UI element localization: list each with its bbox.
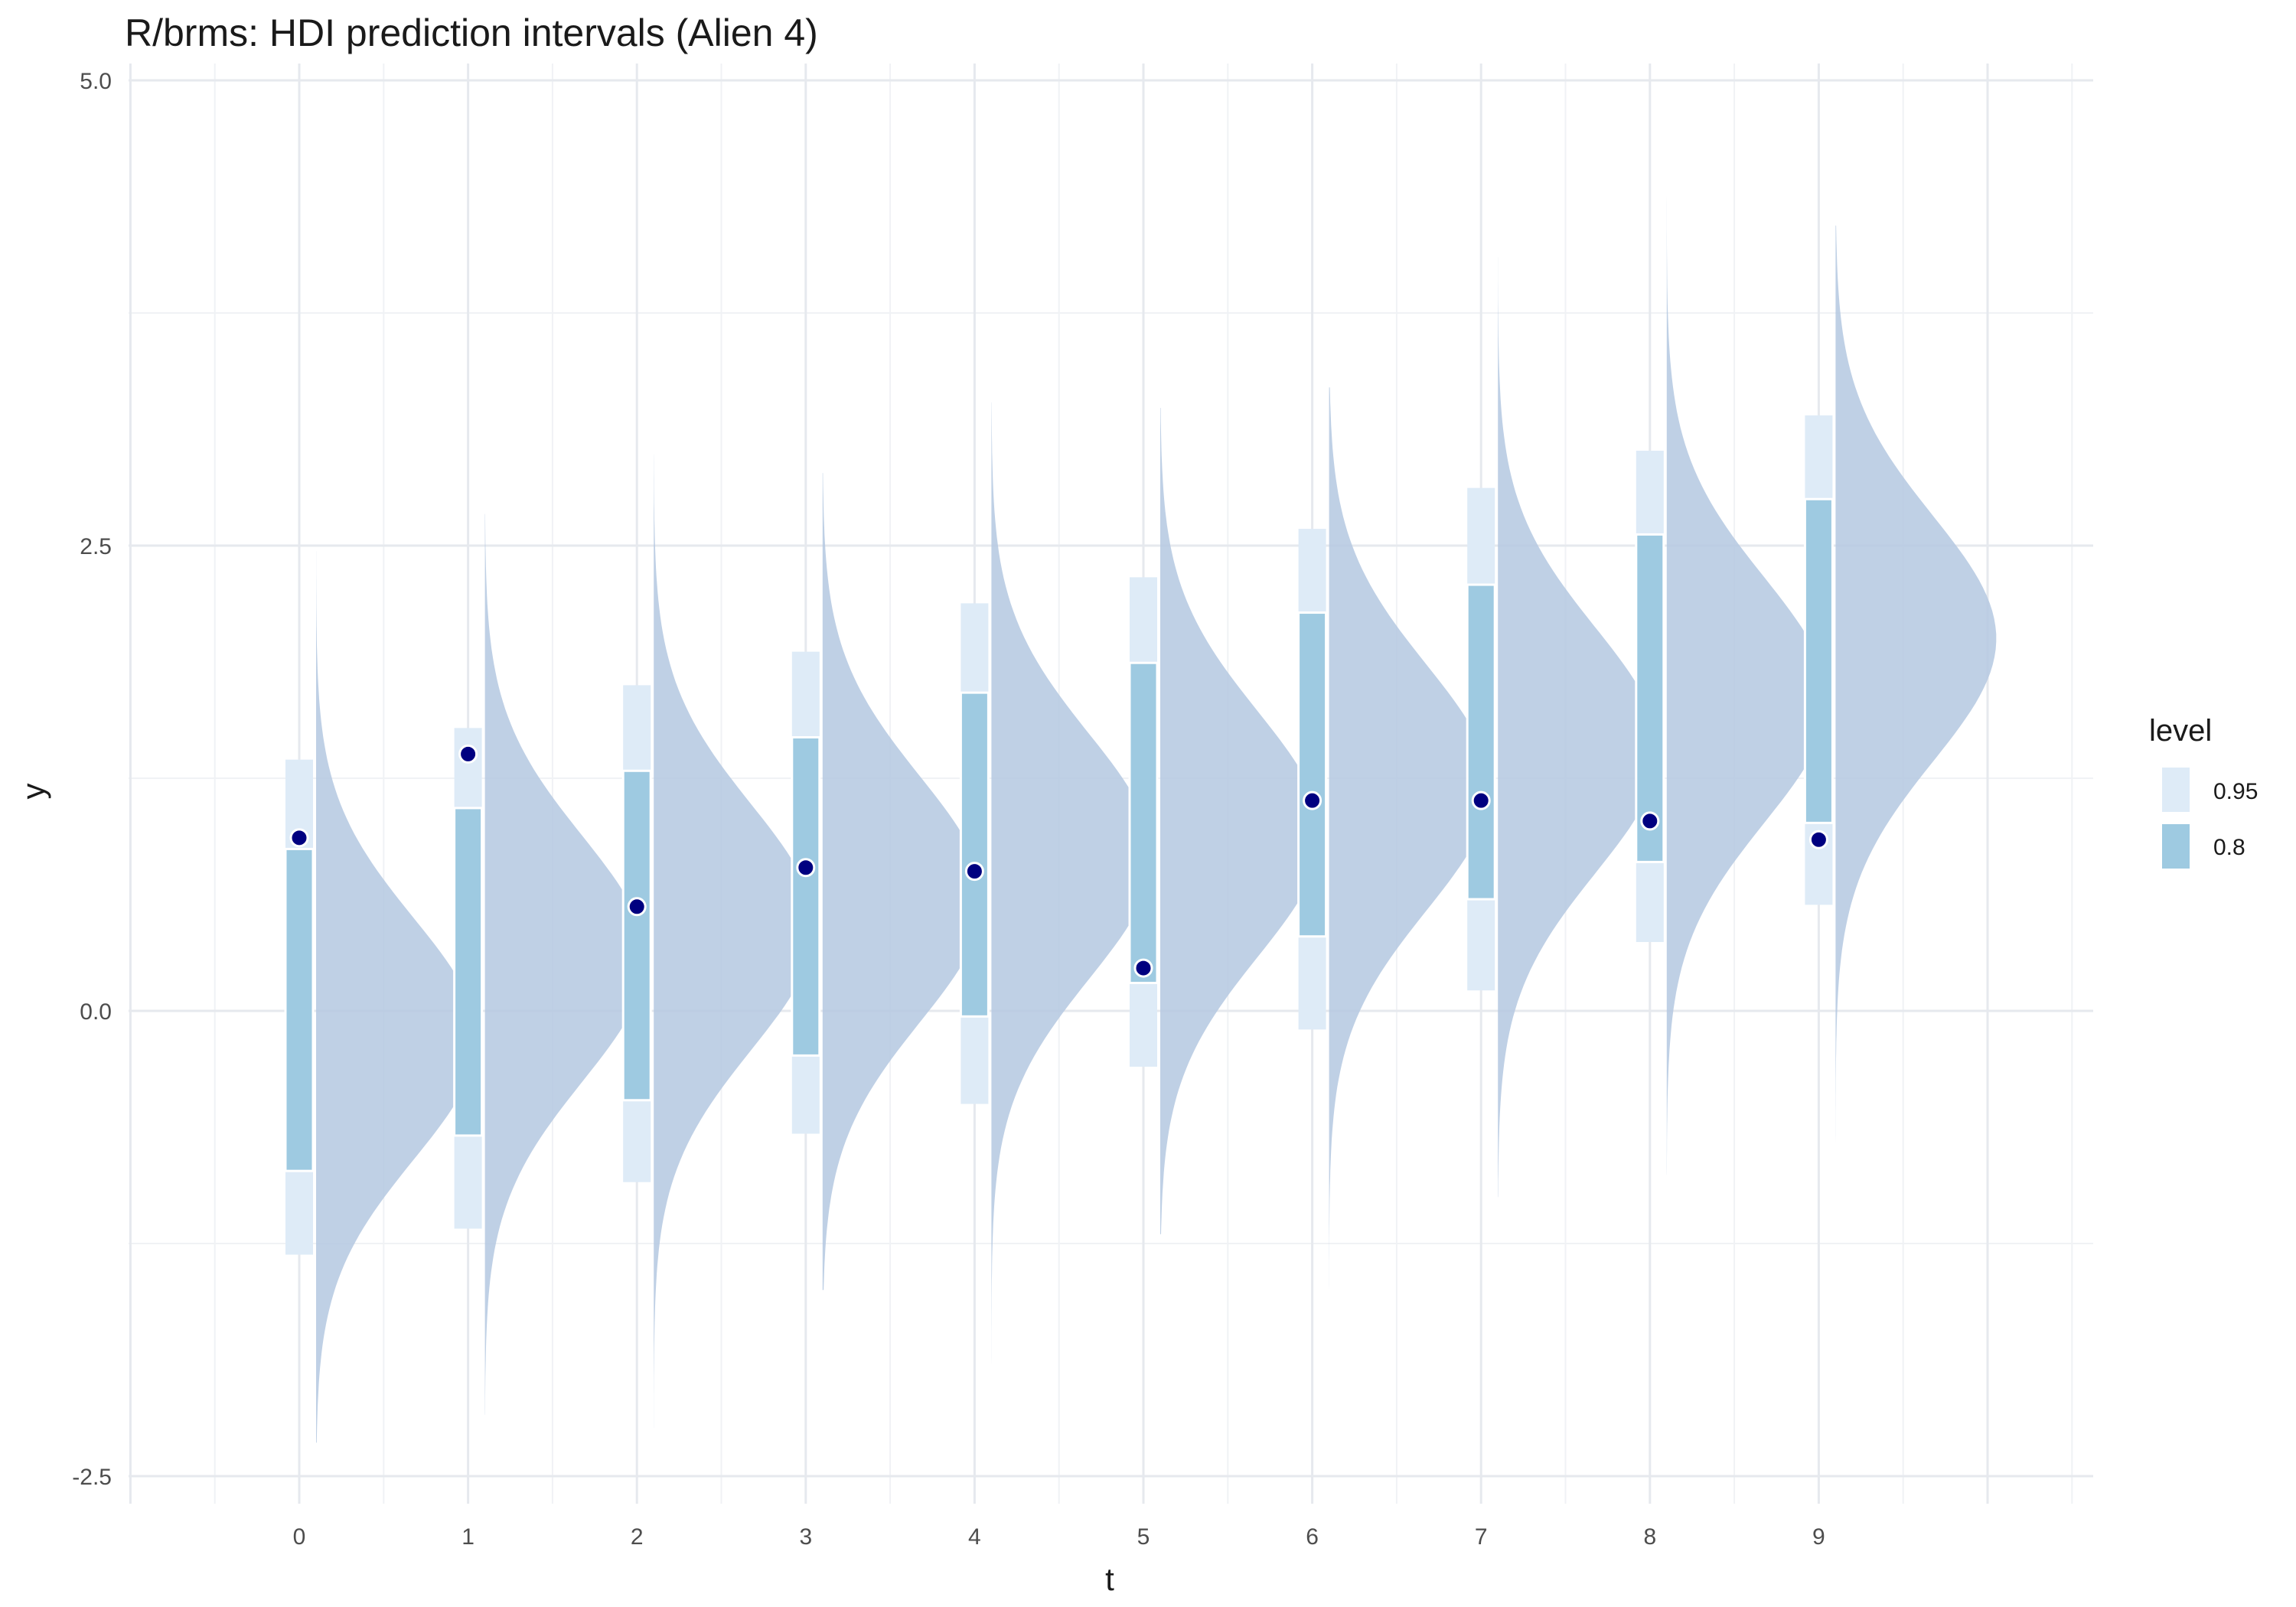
density-layer	[316, 178, 1997, 1443]
observed-point-t2	[627, 897, 647, 917]
interval-80-t9	[1803, 497, 1834, 824]
legend-label-0.95: 0.95	[2213, 779, 2258, 804]
chart-title: R/brms: HDI prediction intervals (Alien …	[125, 11, 818, 54]
point-layer	[289, 744, 1828, 978]
observed-point-t0	[289, 828, 309, 848]
x-tick-label: 8	[1643, 1524, 1656, 1550]
legend-key-0.95	[2162, 768, 2190, 812]
density-t7	[1498, 257, 1659, 1198]
interval-80-t8	[1635, 533, 1665, 863]
x-tick-label: 9	[1812, 1524, 1825, 1550]
observed-point-t9	[1808, 830, 1828, 849]
density-t4	[991, 402, 1153, 1408]
x-axis-title: t	[1105, 1561, 1114, 1597]
observed-point-t5	[1133, 958, 1153, 978]
observed-point-t4	[964, 862, 984, 882]
x-tick-label: 5	[1137, 1524, 1150, 1550]
y-tick-label: 0.0	[80, 999, 112, 1025]
interval-80-t1	[453, 807, 484, 1137]
observed-point-t6	[1303, 790, 1322, 810]
interval-80-t5	[1128, 661, 1159, 985]
observed-point-t8	[1640, 811, 1660, 831]
interval-80-t3	[791, 735, 821, 1057]
x-tick-label: 6	[1306, 1524, 1319, 1550]
x-tick-label: 1	[461, 1524, 475, 1550]
density-t5	[1160, 408, 1321, 1234]
x-tick-label: 4	[968, 1524, 981, 1550]
interval-80-t2	[621, 769, 652, 1102]
y-axis-ticks: -2.5 0.0 2.5 5.0	[72, 69, 112, 1490]
density-t8	[1666, 178, 1828, 1175]
x-tick-label: 0	[293, 1524, 306, 1550]
legend: level 0.95 0.8	[2149, 714, 2258, 869]
x-tick-label: 7	[1475, 1524, 1488, 1550]
x-tick-label: 2	[631, 1524, 644, 1550]
y-tick-label: -2.5	[72, 1465, 112, 1490]
density-t9	[1835, 225, 1997, 1151]
legend-label-0.8: 0.8	[2213, 835, 2245, 860]
observed-point-t3	[796, 858, 816, 878]
density-t2	[654, 454, 815, 1428]
interval-80-t6	[1297, 611, 1328, 938]
legend-key-0.8	[2162, 824, 2190, 869]
y-tick-label: 2.5	[80, 534, 112, 559]
density-t6	[1329, 387, 1490, 1299]
interval-80-t0	[284, 847, 315, 1172]
x-tick-label: 3	[799, 1524, 812, 1550]
interval-layer	[284, 415, 1834, 1255]
observed-point-t1	[458, 744, 478, 764]
interval-80-t7	[1466, 583, 1496, 901]
legend-title: level	[2149, 714, 2212, 748]
density-t0	[316, 551, 477, 1443]
observed-point-t7	[1471, 790, 1491, 810]
interval-80-t4	[959, 691, 990, 1018]
density-t1	[484, 513, 646, 1415]
density-t3	[822, 473, 983, 1290]
y-axis-title: y	[15, 784, 51, 800]
y-tick-label: 5.0	[80, 69, 112, 94]
x-axis-ticks: 0 1 2 3 4 5 6 7 8 9	[293, 1524, 1825, 1550]
